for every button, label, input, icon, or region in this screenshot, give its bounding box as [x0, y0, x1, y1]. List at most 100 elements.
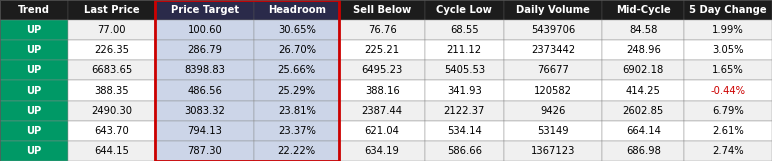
Text: Last Price: Last Price: [84, 5, 140, 15]
Bar: [503, 80, 602, 101]
Text: 225.21: 225.21: [364, 45, 400, 55]
Text: 9426: 9426: [540, 106, 566, 116]
Bar: [68, 20, 155, 40]
Text: UP: UP: [26, 126, 42, 136]
Bar: [425, 141, 503, 161]
Bar: [602, 20, 685, 40]
Bar: [503, 20, 602, 40]
Bar: [340, 0, 425, 20]
Bar: [602, 141, 685, 161]
Text: 787.30: 787.30: [188, 146, 222, 156]
Bar: [155, 0, 254, 20]
Bar: [425, 0, 503, 20]
Text: 226.35: 226.35: [94, 45, 129, 55]
Text: Trend: Trend: [18, 5, 50, 15]
Text: Price Target: Price Target: [171, 5, 239, 15]
Text: 621.04: 621.04: [364, 126, 400, 136]
Bar: [685, 20, 772, 40]
Text: 2122.37: 2122.37: [444, 106, 485, 116]
Bar: [155, 0, 340, 161]
Bar: [0, 0, 68, 20]
Text: 664.14: 664.14: [626, 126, 661, 136]
Text: 644.15: 644.15: [94, 146, 129, 156]
Bar: [68, 60, 155, 80]
Text: 25.66%: 25.66%: [278, 65, 316, 75]
Bar: [0, 20, 68, 40]
Text: 3.05%: 3.05%: [713, 45, 744, 55]
Text: 686.98: 686.98: [626, 146, 661, 156]
Text: 388.35: 388.35: [94, 85, 129, 95]
Text: 414.25: 414.25: [626, 85, 661, 95]
Text: 6902.18: 6902.18: [623, 65, 664, 75]
Bar: [340, 101, 425, 121]
Bar: [340, 60, 425, 80]
Bar: [503, 0, 602, 20]
Text: -0.44%: -0.44%: [711, 85, 746, 95]
Bar: [425, 20, 503, 40]
Bar: [0, 40, 68, 60]
Text: 1.99%: 1.99%: [713, 25, 744, 35]
Bar: [425, 101, 503, 121]
Text: Daily Volume: Daily Volume: [516, 5, 590, 15]
Bar: [68, 101, 155, 121]
Bar: [340, 80, 425, 101]
Text: 25.29%: 25.29%: [278, 85, 316, 95]
Bar: [685, 141, 772, 161]
Text: 30.65%: 30.65%: [278, 25, 316, 35]
Text: 5439706: 5439706: [531, 25, 575, 35]
Text: 2602.85: 2602.85: [623, 106, 664, 116]
Text: 120582: 120582: [534, 85, 572, 95]
Bar: [254, 0, 340, 20]
Bar: [254, 101, 340, 121]
Bar: [602, 60, 685, 80]
Text: 22.22%: 22.22%: [278, 146, 316, 156]
Bar: [602, 101, 685, 121]
Bar: [602, 0, 685, 20]
Text: 2.61%: 2.61%: [713, 126, 744, 136]
Bar: [68, 0, 155, 20]
Text: Mid-Cycle: Mid-Cycle: [616, 5, 671, 15]
Bar: [0, 101, 68, 121]
Bar: [155, 40, 254, 60]
Text: UP: UP: [26, 65, 42, 75]
Bar: [602, 40, 685, 60]
Text: 26.70%: 26.70%: [278, 45, 316, 55]
Bar: [155, 101, 254, 121]
Text: 1367123: 1367123: [531, 146, 575, 156]
Bar: [340, 20, 425, 40]
Text: 388.16: 388.16: [365, 85, 400, 95]
Bar: [155, 121, 254, 141]
Bar: [340, 121, 425, 141]
Text: 2.74%: 2.74%: [713, 146, 744, 156]
Text: 6.79%: 6.79%: [713, 106, 744, 116]
Bar: [155, 60, 254, 80]
Bar: [68, 141, 155, 161]
Text: UP: UP: [26, 85, 42, 95]
Text: 586.66: 586.66: [447, 146, 482, 156]
Bar: [425, 40, 503, 60]
Text: 634.19: 634.19: [364, 146, 400, 156]
Bar: [685, 101, 772, 121]
Text: UP: UP: [26, 106, 42, 116]
Bar: [425, 60, 503, 80]
Text: 6683.65: 6683.65: [91, 65, 132, 75]
Text: 8398.83: 8398.83: [185, 65, 225, 75]
Text: 1.65%: 1.65%: [713, 65, 744, 75]
Bar: [503, 141, 602, 161]
Bar: [254, 20, 340, 40]
Bar: [685, 0, 772, 20]
Bar: [68, 80, 155, 101]
Text: 23.81%: 23.81%: [278, 106, 316, 116]
Bar: [685, 121, 772, 141]
Text: UP: UP: [26, 25, 42, 35]
Bar: [0, 121, 68, 141]
Text: 5405.53: 5405.53: [444, 65, 485, 75]
Bar: [155, 20, 254, 40]
Text: 76.76: 76.76: [367, 25, 397, 35]
Text: Headroom: Headroom: [268, 5, 326, 15]
Text: 2373442: 2373442: [531, 45, 575, 55]
Text: 341.93: 341.93: [447, 85, 482, 95]
Bar: [602, 80, 685, 101]
Text: 100.60: 100.60: [188, 25, 222, 35]
Bar: [602, 121, 685, 141]
